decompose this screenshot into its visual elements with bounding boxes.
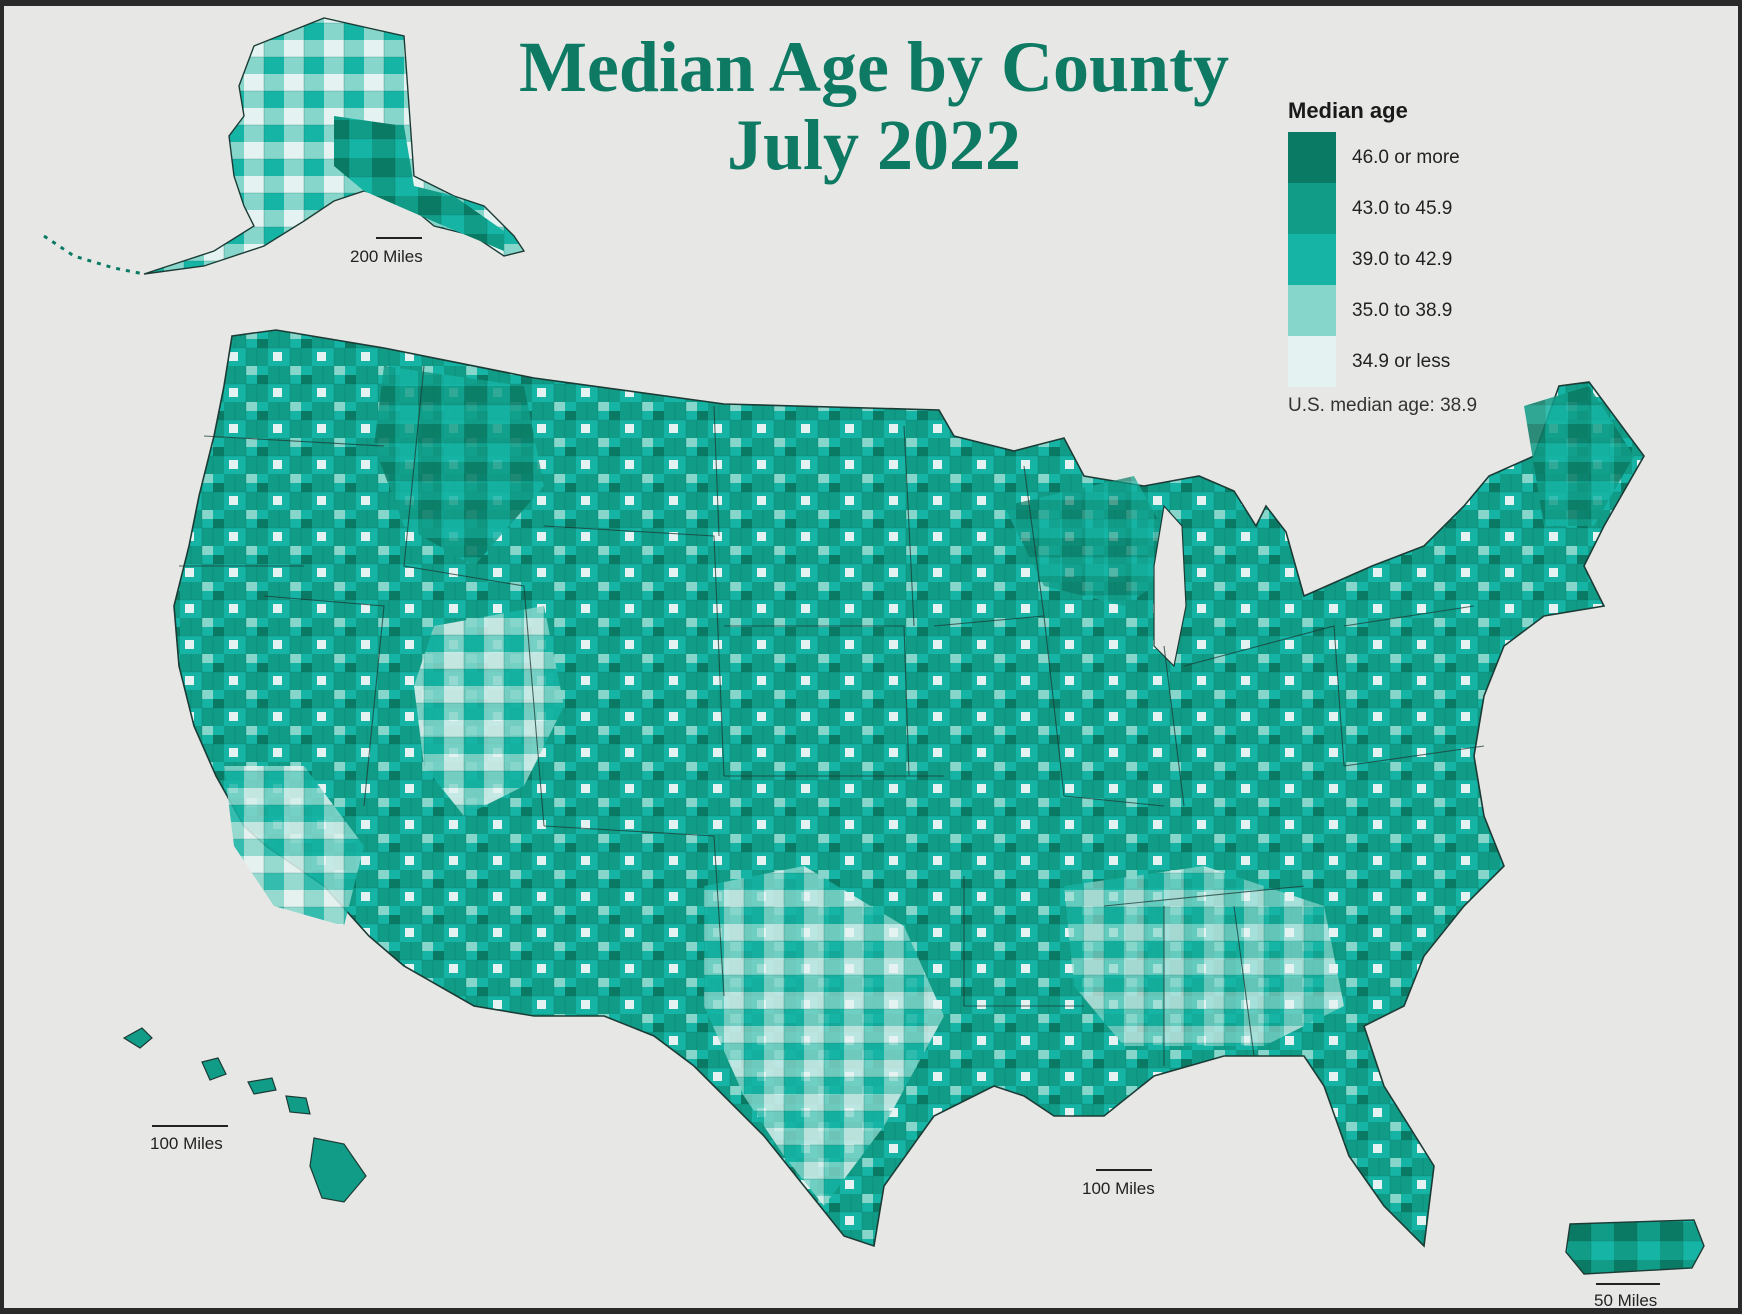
legend-label: 46.0 or more — [1352, 146, 1460, 168]
hawaii-islands — [122, 1027, 367, 1203]
legend-swatch — [1288, 183, 1336, 234]
legend-label: 39.0 to 42.9 — [1352, 248, 1453, 270]
legend-swatch — [1288, 336, 1336, 387]
legend-item: 35.0 to 38.9 — [1288, 285, 1548, 336]
map-frame: 200 Miles 100 Miles 100 Miles 50 Miles M… — [4, 6, 1738, 1308]
state-borders — [179, 365, 1485, 1066]
map-title: Median Age by County July 2022 — [434, 28, 1314, 184]
legend-label: 43.0 to 45.9 — [1352, 197, 1453, 219]
scale-bar-conus: 100 Miles — [1082, 1169, 1155, 1198]
svg-text:100 Miles: 100 Miles — [1082, 1179, 1155, 1198]
legend-item: 46.0 or more — [1288, 132, 1548, 183]
southwest-light-region — [224, 766, 364, 926]
northeast-dark-region — [1524, 386, 1634, 526]
title-line-2: July 2022 — [726, 105, 1022, 185]
legend-item: 43.0 to 45.9 — [1288, 183, 1548, 234]
lake-michigan — [1153, 504, 1187, 668]
texas-light-region — [704, 866, 944, 1206]
legend-note: U.S. median age: 38.9 — [1288, 395, 1478, 416]
scale-bar-puerto-rico: 50 Miles — [1594, 1283, 1660, 1308]
west-light-region — [414, 606, 564, 816]
legend: Median age 46.0 or more 43.0 to 45.9 39.… — [1288, 98, 1548, 417]
title-line-1: Median Age by County — [518, 27, 1230, 107]
legend-swatch — [1288, 132, 1336, 183]
legend-label: 34.9 or less — [1352, 350, 1451, 372]
legend-swatch — [1288, 285, 1336, 336]
svg-text:100 Miles: 100 Miles — [150, 1134, 223, 1153]
legend-title: Median age — [1288, 98, 1408, 123]
alaska-dark-region — [334, 116, 504, 251]
svg-text:50 Miles: 50 Miles — [1594, 1291, 1657, 1308]
legend-item: 39.0 to 42.9 — [1288, 234, 1548, 285]
great-lakes-dark-region — [1004, 476, 1184, 606]
svg-text:200 Miles: 200 Miles — [350, 247, 423, 266]
legend-items: 46.0 or more 43.0 to 45.9 39.0 to 42.9 3… — [1288, 132, 1548, 387]
south-light-region — [1064, 866, 1344, 1046]
legend-item: 34.9 or less — [1288, 336, 1548, 387]
legend-label: 35.0 to 38.9 — [1352, 299, 1453, 321]
map-canvas: 200 Miles 100 Miles 100 Miles 50 Miles — [43, 17, 1705, 1308]
legend-swatch — [1288, 234, 1336, 285]
scale-bar-hawaii: 100 Miles — [150, 1125, 228, 1153]
puerto-rico-shape — [1565, 1219, 1705, 1275]
scale-bar-alaska: 200 Miles — [350, 237, 423, 266]
aleutian-islands — [43, 234, 145, 276]
northwest-dark-region — [374, 366, 544, 566]
